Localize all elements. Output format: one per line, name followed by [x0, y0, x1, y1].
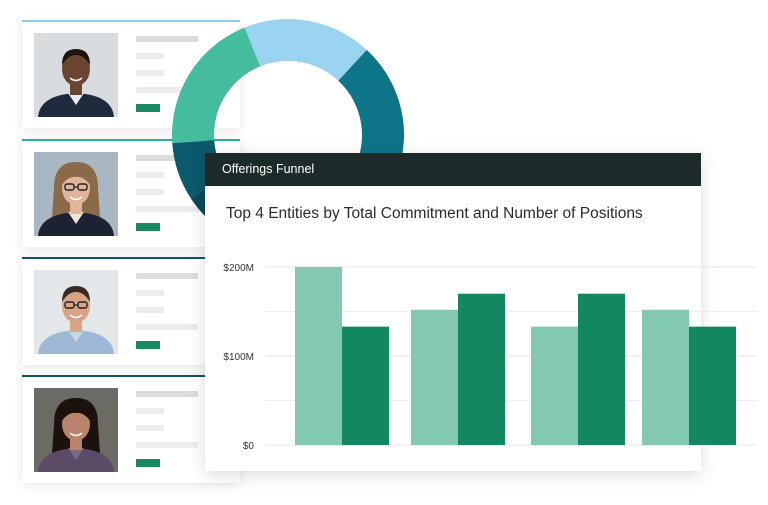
- bar-series1-entity1: [295, 267, 342, 445]
- portrait-man-smiling: [34, 33, 118, 117]
- card-accent-line: [22, 257, 240, 259]
- status-tag: [136, 341, 160, 349]
- bar-series1-entity2: [411, 309, 458, 445]
- status-tag: [136, 459, 160, 467]
- donut-segment-1: [244, 19, 367, 81]
- portrait-woman-dark-hair: [34, 388, 118, 472]
- text-placeholder: [136, 172, 164, 178]
- text-placeholder: [136, 391, 198, 397]
- profile-card-1[interactable]: [22, 20, 240, 128]
- text-placeholder: [136, 324, 198, 330]
- card-accent-line: [22, 139, 240, 141]
- bar-series1-entity3: [531, 326, 578, 445]
- text-placeholder: [136, 87, 198, 93]
- bar-series1-entity4: [642, 309, 689, 445]
- text-placeholder: [136, 206, 198, 212]
- bar-series2-entity3: [578, 293, 625, 445]
- y-tick-label: $200M: [223, 263, 254, 274]
- y-tick-label: $100M: [223, 352, 254, 363]
- text-placeholder: [136, 425, 164, 431]
- text-placeholder: [136, 408, 164, 414]
- chart-title: Top 4 Entities by Total Commitment and N…: [226, 205, 643, 222]
- text-placeholder: [136, 273, 198, 279]
- status-tag: [136, 223, 160, 231]
- profile-card-4[interactable]: [22, 375, 240, 483]
- bar-series2-entity1: [342, 326, 389, 445]
- card-accent-line: [22, 375, 240, 377]
- text-placeholder: [136, 53, 164, 59]
- text-placeholder: [136, 442, 198, 448]
- text-placeholder: [136, 290, 164, 296]
- text-placeholder: [136, 70, 164, 76]
- card-accent-line: [22, 20, 240, 22]
- status-tag: [136, 104, 160, 112]
- panel-header: Offerings Funnel: [205, 153, 701, 186]
- bar-series2-entity4: [689, 326, 736, 445]
- chart-panel: Offerings Funnel Top 4 Entities by Total…: [205, 153, 757, 471]
- text-placeholder: [136, 36, 198, 42]
- bar-chart: $0 $100M $200M: [223, 263, 757, 452]
- portrait-man-glasses: [34, 270, 118, 354]
- text-placeholder: [136, 155, 198, 161]
- text-placeholder: [136, 307, 164, 313]
- y-tick-label: $0: [243, 441, 255, 452]
- bar-series2-entity2: [458, 293, 505, 445]
- portrait-woman-glasses: [34, 152, 118, 236]
- text-placeholder: [136, 189, 164, 195]
- profile-card-3[interactable]: [22, 257, 240, 365]
